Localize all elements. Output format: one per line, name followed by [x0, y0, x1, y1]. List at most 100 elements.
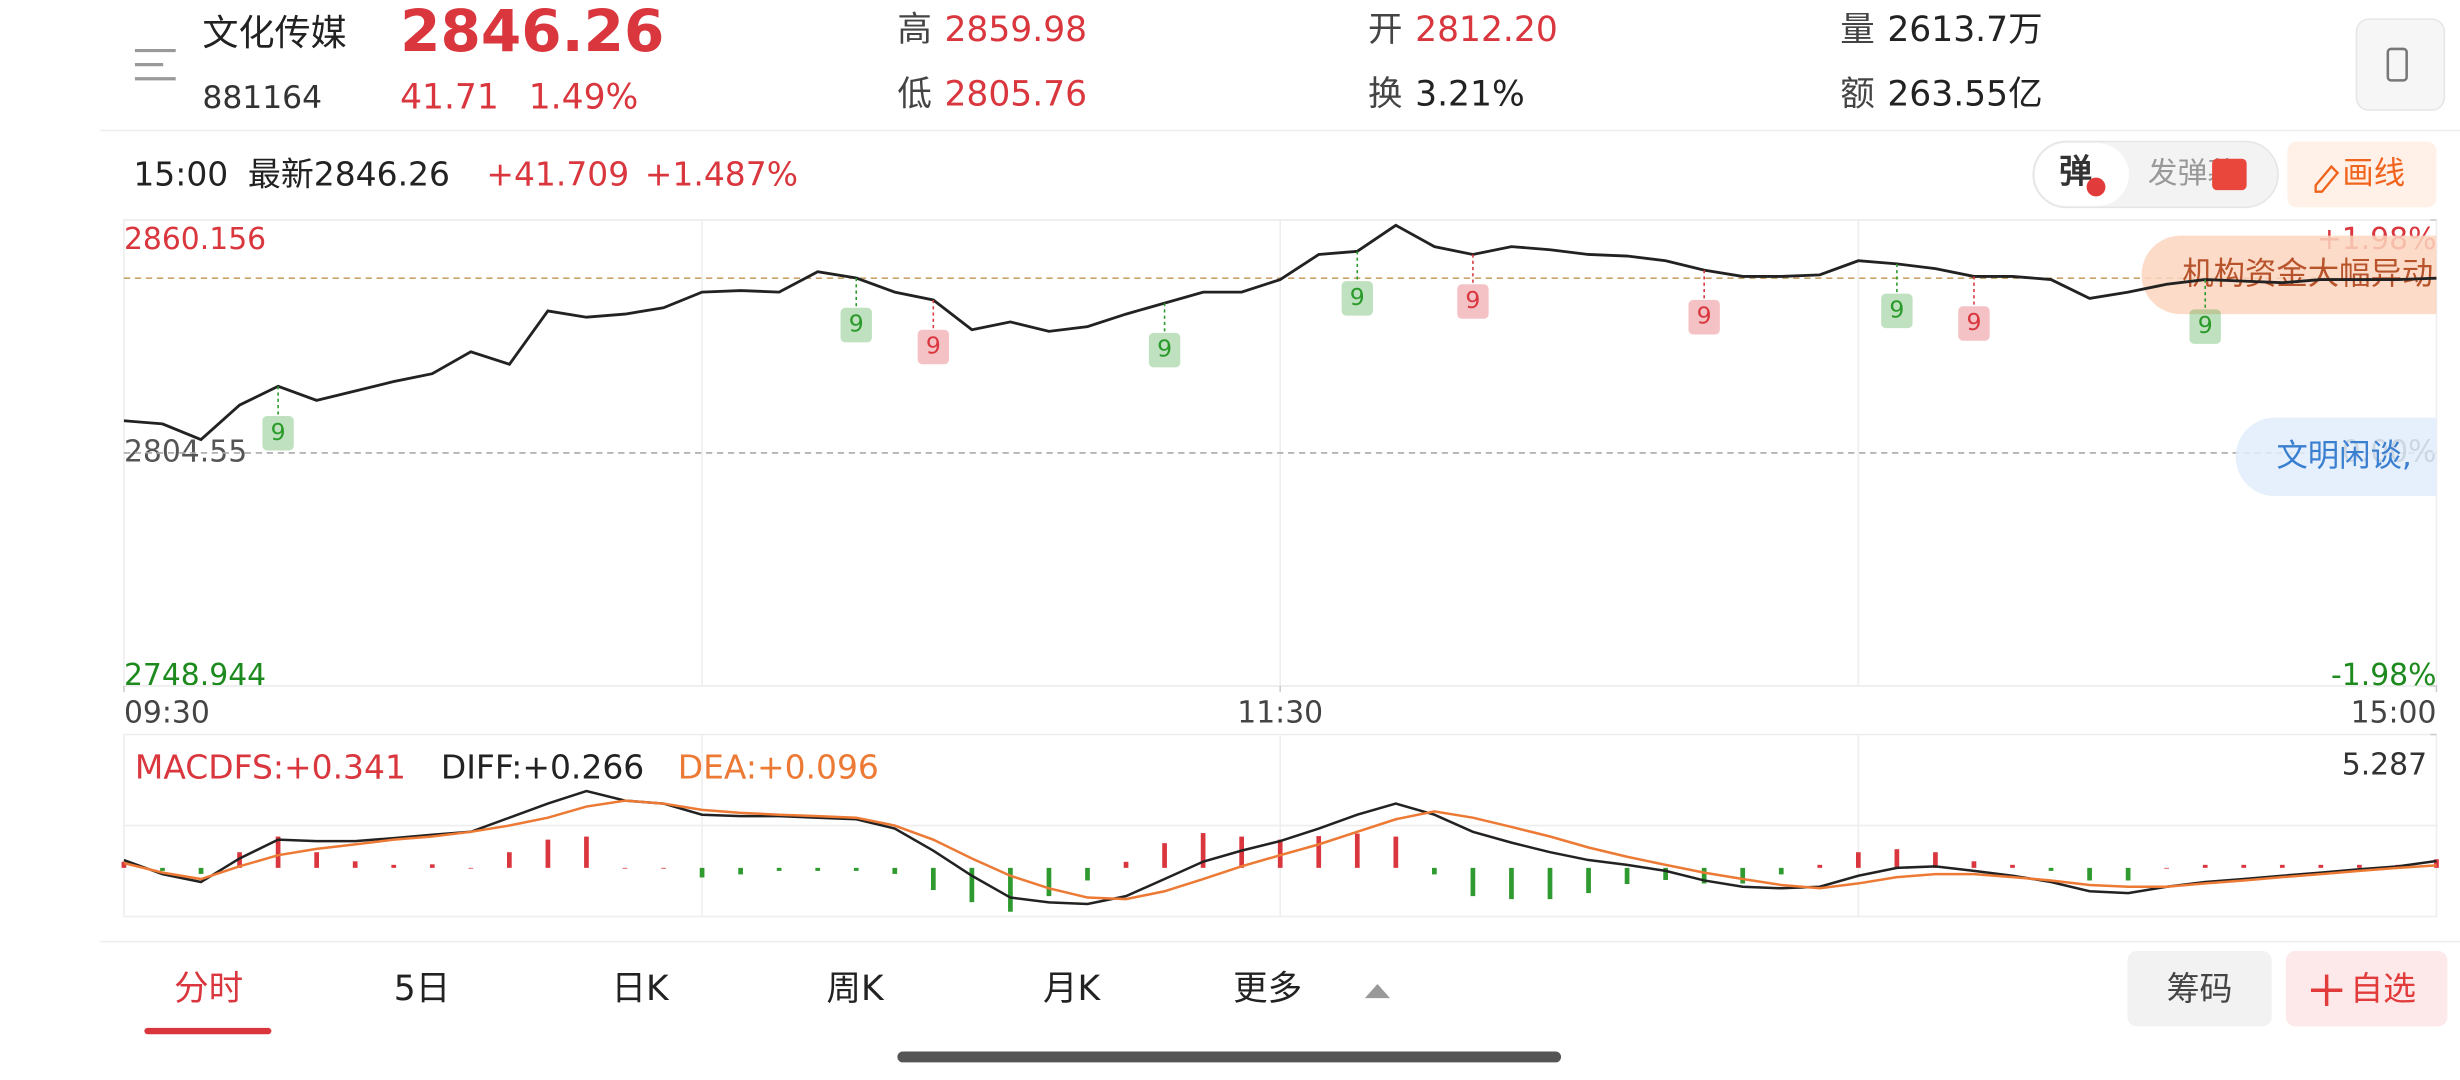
- signal-label: 9: [926, 332, 941, 360]
- tab[interactable]: 5日: [394, 969, 450, 1009]
- x-tick-label: 11:30: [1237, 696, 1323, 731]
- stat-label: 量: [1840, 10, 1875, 50]
- macd-bar: [584, 836, 589, 868]
- chips-button[interactable]: [2127, 951, 2272, 1027]
- macd-chart: 5.287 MACDFS:+0.341 DIFF:+0.266 DEA:+0.096: [121, 733, 2439, 918]
- signal-marker: [262, 416, 294, 451]
- device-button[interactable]: [2355, 18, 2446, 111]
- device-icon: [2386, 47, 2408, 82]
- y-tick-label: 2860.156: [124, 222, 266, 257]
- legend-entry: DIFF:+0.266: [441, 748, 644, 787]
- macd-bar: [2357, 864, 2362, 868]
- macd-bar: [776, 867, 782, 871]
- macd-bar: [1509, 867, 1514, 900]
- signal-label: 9: [1465, 286, 1480, 314]
- macd-bar: [1933, 852, 1938, 868]
- macd-bar: [1085, 867, 1090, 881]
- macd-bar: [1547, 867, 1553, 900]
- macd-bar: [507, 852, 512, 868]
- macd-bar: [1778, 867, 1784, 875]
- stat-value: 3.21%: [1415, 75, 1525, 115]
- signal-marker: [1688, 299, 1720, 335]
- danmaku-toggle[interactable]: [2034, 143, 2129, 206]
- macd-bar: [2164, 867, 2170, 869]
- macd-bar: [1432, 867, 1437, 875]
- macd-bar: [1046, 867, 1052, 897]
- y-tick-label: 2748.944: [124, 658, 266, 693]
- macd-bar: [237, 852, 242, 868]
- macd-bar: [429, 864, 435, 868]
- macd-bar: [2125, 867, 2131, 881]
- x-tick-label: 09:30: [124, 696, 210, 731]
- macd-bar: [1316, 836, 1322, 868]
- plus-icon: [2310, 974, 2343, 1006]
- chips-label: 筹码: [2167, 969, 2233, 1008]
- tab[interactable]: 分时: [174, 969, 243, 1009]
- macd-bar: [1624, 867, 1630, 885]
- macd-bar: [1277, 839, 1283, 868]
- signal-label: 9: [1889, 295, 1904, 323]
- macd-bar: [2279, 864, 2285, 868]
- macd-bar: [1971, 861, 1977, 868]
- macd-bar: [699, 867, 705, 878]
- macd-bar: [853, 867, 859, 871]
- signal-label: 9: [849, 310, 864, 338]
- tab[interactable]: 月K: [1043, 969, 1101, 1009]
- signal-label: 9: [1350, 283, 1365, 311]
- macd-bar: [1393, 836, 1399, 868]
- macd-bar: [661, 867, 666, 869]
- home-indicator[interactable]: [897, 1051, 1562, 1063]
- macd-bar: [121, 861, 127, 868]
- menu-icon[interactable]: [134, 48, 176, 81]
- macd-bar: [1701, 867, 1707, 884]
- annotation-pill[interactable]: [2141, 235, 2460, 315]
- macd-bar: [2241, 864, 2247, 868]
- annotation-pill[interactable]: [2235, 417, 2460, 497]
- quote-change: +41.709: [486, 155, 629, 194]
- signal-marker: [1341, 281, 1373, 316]
- change: 41.71: [400, 78, 499, 118]
- signal-label: 9: [1966, 308, 1981, 336]
- tab[interactable]: 周K: [826, 969, 884, 1009]
- macd-bar: [545, 839, 551, 868]
- macd-bar: [1740, 867, 1746, 884]
- stat-label: 高: [897, 10, 932, 50]
- danmaku-badge: [2086, 177, 2106, 197]
- stat-value: 2859.98: [944, 10, 1087, 50]
- macd-bar: [2087, 867, 2092, 881]
- signal-label: 9: [2198, 311, 2213, 339]
- macd-bar: [1855, 852, 1861, 868]
- macd-line: [123, 789, 2437, 906]
- signal-label: 9: [1157, 335, 1172, 363]
- macd-bar: [468, 867, 474, 869]
- macd-bar: [1200, 833, 1206, 868]
- macd-bar: [314, 852, 320, 868]
- macd-bar: [1663, 867, 1668, 880]
- signal-marker: [1881, 293, 1913, 329]
- stat-value: 2812.20: [1415, 10, 1558, 50]
- y-tick-label: 5.287: [2342, 747, 2427, 782]
- annotation-text: 机构资金大幅异动: [2182, 256, 2433, 292]
- macd-bar: [1123, 861, 1129, 868]
- draw-line-button[interactable]: [2287, 141, 2437, 208]
- annotation-text: 文明闲谈,: [2276, 438, 2411, 474]
- macd-bar: [1586, 867, 1591, 894]
- danmaku-toggle-label: 弹: [2059, 151, 2092, 190]
- macd-bar: [738, 867, 743, 875]
- watchlist-button[interactable]: [2285, 951, 2448, 1027]
- macd-bar: [815, 867, 821, 871]
- signal-marker: [1457, 284, 1489, 319]
- tab[interactable]: 更多: [1233, 969, 1302, 1009]
- stock-code: 881164: [202, 80, 322, 116]
- watchlist-label: 自选: [2350, 969, 2416, 1008]
- stock-name: 文化传媒: [202, 12, 346, 54]
- signal-label: 9: [271, 418, 286, 446]
- tab[interactable]: 日K: [612, 969, 670, 1009]
- macd-bar: [1162, 843, 1167, 868]
- price: 2846.26: [400, 0, 664, 65]
- stat-value: 2613.7万: [1887, 10, 2042, 50]
- macd-bar: [2202, 864, 2208, 868]
